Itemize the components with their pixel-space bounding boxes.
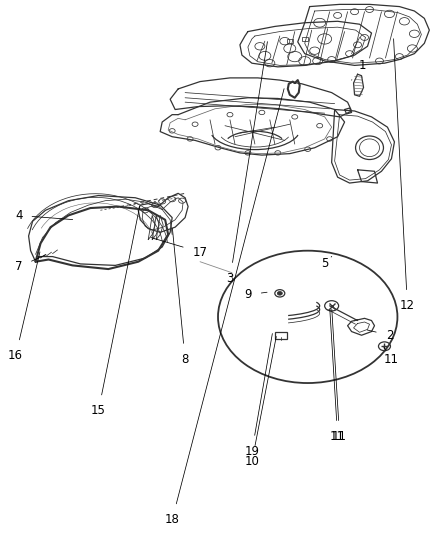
Text: 16: 16	[8, 252, 40, 362]
Circle shape	[277, 292, 283, 295]
Text: 2: 2	[367, 329, 393, 342]
Text: 19: 19	[244, 334, 272, 458]
Text: 7: 7	[15, 255, 46, 273]
Text: 8: 8	[173, 229, 189, 366]
Text: 12: 12	[394, 39, 415, 312]
Text: 3: 3	[226, 42, 268, 285]
Text: 5: 5	[321, 256, 332, 270]
Text: 17: 17	[151, 238, 208, 259]
Text: 6: 6	[0, 532, 1, 533]
Text: 11: 11	[330, 309, 345, 443]
Text: 1: 1	[352, 59, 366, 80]
Text: 11: 11	[332, 309, 347, 443]
Text: 10: 10	[244, 336, 276, 468]
Text: 15: 15	[91, 206, 140, 417]
Text: 4: 4	[15, 209, 73, 222]
Text: 18: 18	[165, 88, 284, 526]
Text: 9: 9	[244, 288, 267, 301]
Text: 11: 11	[384, 347, 399, 366]
